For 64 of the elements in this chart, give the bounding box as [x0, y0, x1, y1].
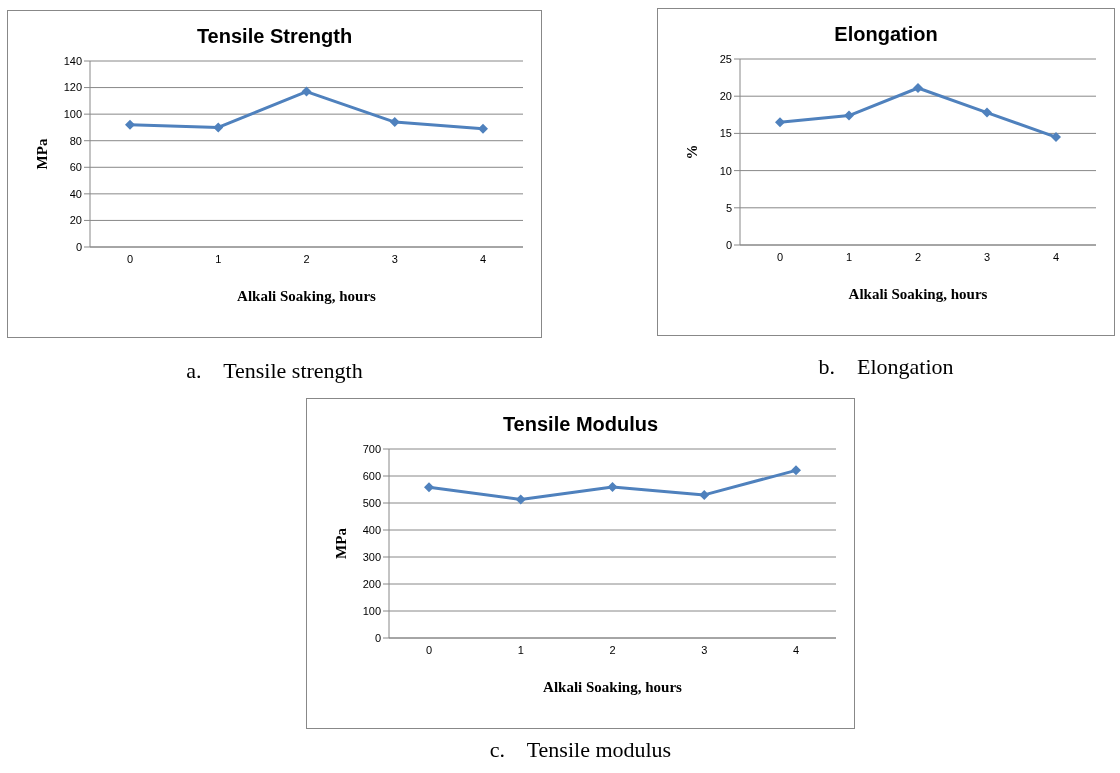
point: [982, 107, 992, 118]
y-tick-label: 60: [69, 161, 82, 174]
y-tick-label: 80: [69, 134, 82, 147]
point: [913, 83, 923, 94]
y-tick-label: 120: [63, 81, 82, 94]
point: [775, 117, 785, 128]
point: [844, 110, 854, 121]
x-tick-label: 3: [701, 643, 708, 656]
y-tick-label: 5: [725, 201, 732, 214]
y-tick-label: 0: [374, 631, 381, 644]
point: [791, 465, 801, 476]
y-tick-label: 200: [362, 577, 381, 590]
y-axis-title: MPa: [34, 138, 51, 170]
x-axis-title: Alkali Soaking, hours: [543, 679, 683, 695]
y-tick-label: 15: [719, 127, 732, 140]
point: [607, 482, 618, 493]
point: [125, 119, 135, 130]
y-tick-label: 600: [362, 469, 381, 482]
y-tick-label: 40: [69, 187, 82, 200]
chart-title: Tensile Strength: [195, 25, 354, 48]
chart-title: Elongation: [833, 23, 939, 46]
y-tick-label: 700: [362, 442, 381, 455]
text: c. Tensile modulus: [488, 737, 673, 763]
x-tick-label: 2: [914, 250, 922, 263]
point: [213, 122, 224, 133]
y-axis-title: %: [684, 144, 701, 160]
x-tick-label: 4: [479, 252, 487, 265]
point: [1051, 132, 1061, 143]
y-tick-label: 20: [719, 90, 732, 103]
x-axis-title: Alkali Soaking, hours: [237, 288, 377, 304]
x-tick-label: 4: [792, 643, 800, 656]
y-axis-title: MPa: [333, 527, 350, 559]
x-tick-label: 1: [215, 252, 222, 265]
y-tick-label: 0: [725, 238, 732, 251]
y-tick-label: 500: [362, 496, 381, 509]
x-tick-label: 4: [1052, 250, 1060, 263]
point: [478, 123, 488, 134]
y-tick-label: 400: [362, 523, 381, 536]
y-tick-label: 10: [719, 164, 732, 177]
x-tick-label: 3: [391, 252, 398, 265]
x-tick-label: 0: [776, 250, 784, 263]
y-tick-label: 140: [63, 54, 82, 67]
x-tick-label: 1: [517, 643, 524, 656]
y-tick-label: 25: [719, 52, 732, 65]
y-tick-label: 0: [75, 240, 82, 253]
text: b. Elongation: [817, 354, 955, 380]
text: a. Tensile strength: [185, 358, 364, 384]
y-tick-label: 20: [69, 214, 82, 227]
x-tick-label: 3: [983, 250, 991, 263]
point: [515, 494, 526, 505]
y-tick-label: 100: [362, 604, 381, 617]
x-tick-label: 1: [845, 250, 853, 263]
point: [301, 86, 312, 97]
x-tick-label: 0: [425, 643, 433, 656]
y-tick-label: 100: [63, 108, 82, 121]
point: [389, 117, 400, 128]
chart-title: Tensile Modulus: [501, 413, 660, 436]
point: [424, 482, 434, 493]
x-tick-label: 0: [126, 252, 134, 265]
y-tick-label: 300: [362, 550, 381, 563]
point: [699, 489, 710, 500]
x-tick-label: 2: [303, 252, 310, 265]
x-axis-title: Alkali Soaking, hours: [848, 286, 988, 302]
x-tick-label: 2: [609, 643, 616, 656]
